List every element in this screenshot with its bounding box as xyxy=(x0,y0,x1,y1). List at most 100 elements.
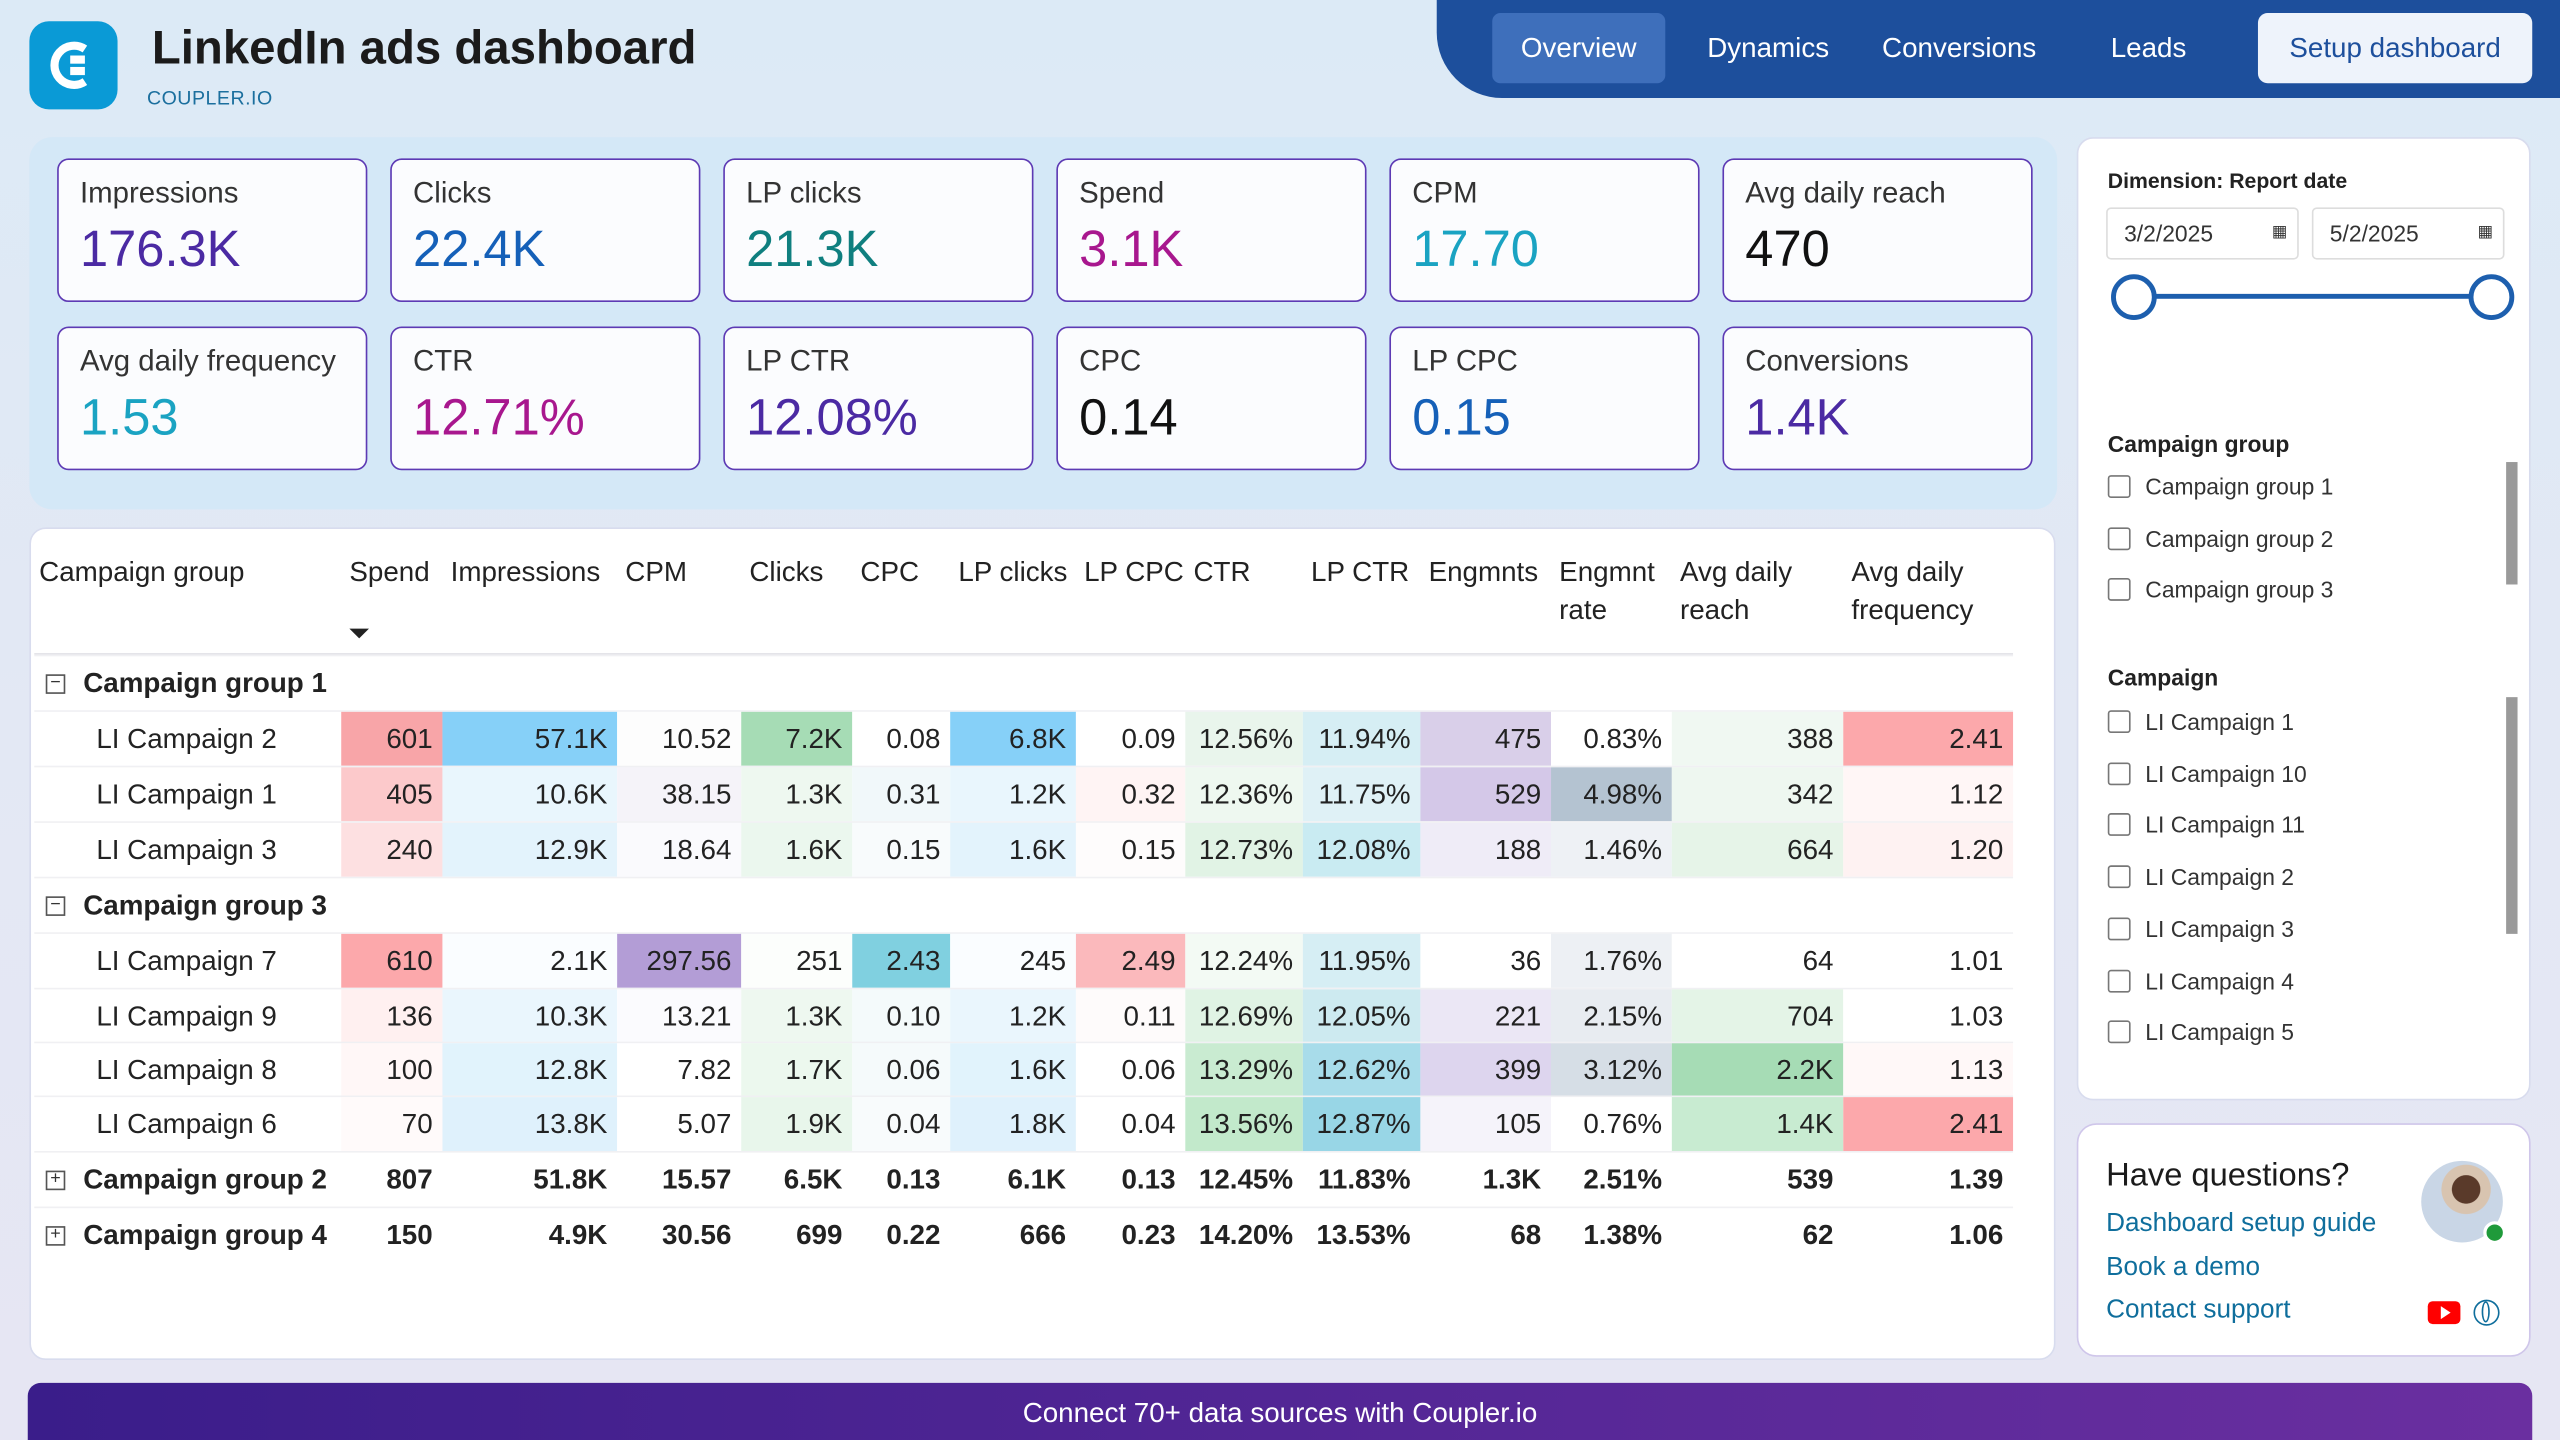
tab-leads[interactable]: Leads xyxy=(2110,32,2187,64)
campaign-filter-label: Campaign xyxy=(2107,664,2219,691)
expand-icon[interactable]: + xyxy=(45,1170,66,1191)
campaign-checkbox[interactable]: LI Campaign 4 xyxy=(2107,967,2294,1000)
cell-avg-daily-reach: 539 xyxy=(1787,1164,1834,1196)
column-header-avg-daily-frequency[interactable]: Avg daily frequency xyxy=(1851,556,1974,626)
table-row[interactable]: LI Campaign 8 100 12.8K 7.82 1.7K 0.06 1.6K 0.0… xyxy=(34,1041,2014,1098)
column-header-lp-cpc[interactable]: LP CPC xyxy=(1084,556,1184,588)
collapse-icon[interactable]: − xyxy=(45,896,66,916)
tab-conversions[interactable]: Conversions xyxy=(1882,32,2037,64)
date-to-input[interactable]: 5/2/2025 ▦ xyxy=(2311,207,2505,260)
table-row[interactable]: LI Campaign 2 601 57.1K 10.52 7.2K 0.08 6.8K 0.… xyxy=(34,710,2014,766)
cell-lp-cpc: 0.04 xyxy=(1075,1097,1186,1152)
cell-engmnt-rate: 0.83% xyxy=(1551,711,1672,766)
campaign-checkbox[interactable]: LI Campaign 11 xyxy=(2107,812,2305,845)
cell-cpm: 297.56 xyxy=(617,933,742,988)
kpi-label: CPM xyxy=(1412,176,1478,209)
kpi-value: 12.71% xyxy=(413,388,585,446)
campaign-checkbox[interactable]: LI Campaign 3 xyxy=(2107,916,2294,949)
group-row[interactable]: + Campaign group 2 807 51.8K 15.57 6.5K 0.13 6.… xyxy=(34,1151,2014,1207)
sort-descending-icon[interactable] xyxy=(349,628,369,639)
campaign-group-checkbox[interactable]: Campaign group 3 xyxy=(2107,576,2333,609)
group-row[interactable]: − Campaign group 3 xyxy=(34,876,2014,933)
campaign-scrollbar[interactable] xyxy=(2506,697,2518,934)
cell-cpc: 2.43 xyxy=(852,933,951,988)
row-label: LI Campaign 7 xyxy=(96,945,277,977)
column-header-avg-daily-reach[interactable]: Avg daily reach xyxy=(1679,556,1793,626)
column-header-spend[interactable]: Spend xyxy=(349,556,430,588)
cell-avg-daily-frequency: 2.41 xyxy=(1843,711,2014,766)
row-label: LI Campaign 2 xyxy=(96,723,277,755)
collapse-icon[interactable]: − xyxy=(45,673,66,694)
cell-engmnt-rate: 2.51% xyxy=(1583,1164,1663,1196)
table-row[interactable]: LI Campaign 3 240 12.9K 18.64 1.6K 0.15 1.6K 0.… xyxy=(34,821,2014,877)
kpi-card-avg-daily-frequency: Avg daily frequency 1.53 xyxy=(57,326,368,471)
cell-avg-daily-frequency: 1.20 xyxy=(1843,822,2014,877)
campaign-checkbox[interactable]: LI Campaign 1 xyxy=(2107,709,2294,742)
campaign-group-scrollbar[interactable] xyxy=(2506,462,2518,585)
cell-lp-ctr: 12.05% xyxy=(1302,989,1421,1044)
cell-engmnt-rate: 0.76% xyxy=(1551,1097,1672,1152)
cell-engmnt-rate: 2.15% xyxy=(1551,989,1672,1044)
column-header-cpc[interactable]: CPC xyxy=(860,556,920,588)
cell-clicks: 1.6K xyxy=(741,822,853,877)
globe-icon[interactable] xyxy=(2473,1299,2500,1326)
youtube-icon[interactable] xyxy=(2427,1301,2461,1325)
cell-impressions: 51.8K xyxy=(533,1164,608,1196)
cell-impressions: 10.3K xyxy=(442,989,618,1044)
cell-clicks: 1.3K xyxy=(741,989,853,1044)
kpi-label: Impressions xyxy=(80,176,239,209)
page-title: LinkedIn ads dashboard xyxy=(151,22,697,76)
setup-guide-link[interactable]: Dashboard setup guide xyxy=(2106,1209,2377,1238)
kpi-card-impressions: Impressions 176.3K xyxy=(57,158,368,303)
table-row[interactable]: LI Campaign 1 405 10.6K 38.15 1.3K 0.31 1.2K 0.… xyxy=(34,765,2014,822)
kpi-card-ctr: CTR 12.71% xyxy=(390,326,701,471)
kpi-card-lp-clicks: LP clicks 21.3K xyxy=(723,158,1034,303)
date-slider-start-handle[interactable] xyxy=(2111,274,2157,320)
checkbox-icon xyxy=(2107,968,2131,992)
cell-lp-clicks: 1.8K xyxy=(950,1097,1076,1152)
checkbox-icon xyxy=(2107,813,2131,837)
cell-avg-daily-reach: 704 xyxy=(1671,989,1844,1044)
contact-support-link[interactable]: Contact support xyxy=(2106,1296,2291,1325)
row-label: LI Campaign 3 xyxy=(96,834,277,866)
group-row[interactable]: − Campaign group 1 xyxy=(34,654,2014,711)
cell-engmnts: 68 xyxy=(1510,1219,1542,1251)
column-header-clicks[interactable]: Clicks xyxy=(749,556,824,588)
tab-dynamics[interactable]: Dynamics xyxy=(1707,32,1830,64)
campaign-checkbox[interactable]: LI Campaign 2 xyxy=(2107,864,2294,897)
column-header-lp-ctr[interactable]: LP CTR xyxy=(1311,556,1410,588)
campaign-checkbox[interactable]: LI Campaign 10 xyxy=(2107,760,2307,793)
cell-engmnts: 399 xyxy=(1420,1043,1552,1098)
cell-impressions: 12.9K xyxy=(442,822,618,877)
table-row[interactable]: LI Campaign 6 70 13.8K 5.07 1.9K 0.04 1.8K 0.04… xyxy=(34,1095,2014,1152)
campaign-checkbox[interactable]: LI Campaign 5 xyxy=(2107,1019,2294,1052)
column-header-campaign-group[interactable]: Campaign group xyxy=(39,556,245,588)
setup-dashboard-button[interactable]: Setup dashboard xyxy=(2257,13,2533,84)
cell-cpc: 0.13 xyxy=(886,1164,941,1196)
tab-overview[interactable]: Overview xyxy=(1492,13,1666,84)
connect-banner[interactable]: Connect 70+ data sources with Coupler.io xyxy=(27,1382,2533,1440)
kpi-value: 0.14 xyxy=(1079,388,1178,446)
column-header-engmnt-rate[interactable]: Engmnt rate xyxy=(1559,556,1655,626)
kpi-label: Avg daily reach xyxy=(1745,176,1946,209)
campaign-group-checkbox[interactable]: Campaign group 1 xyxy=(2107,473,2333,506)
column-header-cpm[interactable]: CPM xyxy=(625,556,687,588)
group-row[interactable]: + Campaign group 4 150 4.9K 30.56 699 0.22 666 0… xyxy=(34,1206,2014,1263)
column-header-lp-clicks[interactable]: LP clicks xyxy=(958,556,1068,588)
kpi-card-clicks: Clicks 22.4K xyxy=(390,158,701,303)
cell-avg-daily-reach: 1.4K xyxy=(1671,1097,1844,1152)
row-label: LI Campaign 8 xyxy=(96,1054,277,1086)
book-demo-link[interactable]: Book a demo xyxy=(2106,1253,2261,1282)
table-row[interactable]: LI Campaign 9 136 10.3K 13.21 1.3K 0.10 1.2K 0.… xyxy=(34,987,2014,1044)
expand-icon[interactable]: + xyxy=(45,1225,66,1246)
column-header-engmnts[interactable]: Engmnts xyxy=(1428,556,1539,588)
cell-impressions: 2.1K xyxy=(442,933,618,988)
column-header-ctr[interactable]: CTR xyxy=(1193,556,1251,588)
kpi-label: Conversions xyxy=(1745,344,1909,378)
column-header-impressions[interactable]: Impressions xyxy=(450,556,601,588)
date-from-input[interactable]: 3/2/2025 ▦ xyxy=(2106,207,2299,260)
table-row[interactable]: LI Campaign 7 610 2.1K 297.56 251 2.43 245 2.49… xyxy=(34,932,2014,988)
campaign-group-checkbox[interactable]: Campaign group 2 xyxy=(2107,525,2333,558)
date-slider-track[interactable] xyxy=(2133,293,2494,299)
date-slider-end-handle[interactable] xyxy=(2468,274,2515,320)
